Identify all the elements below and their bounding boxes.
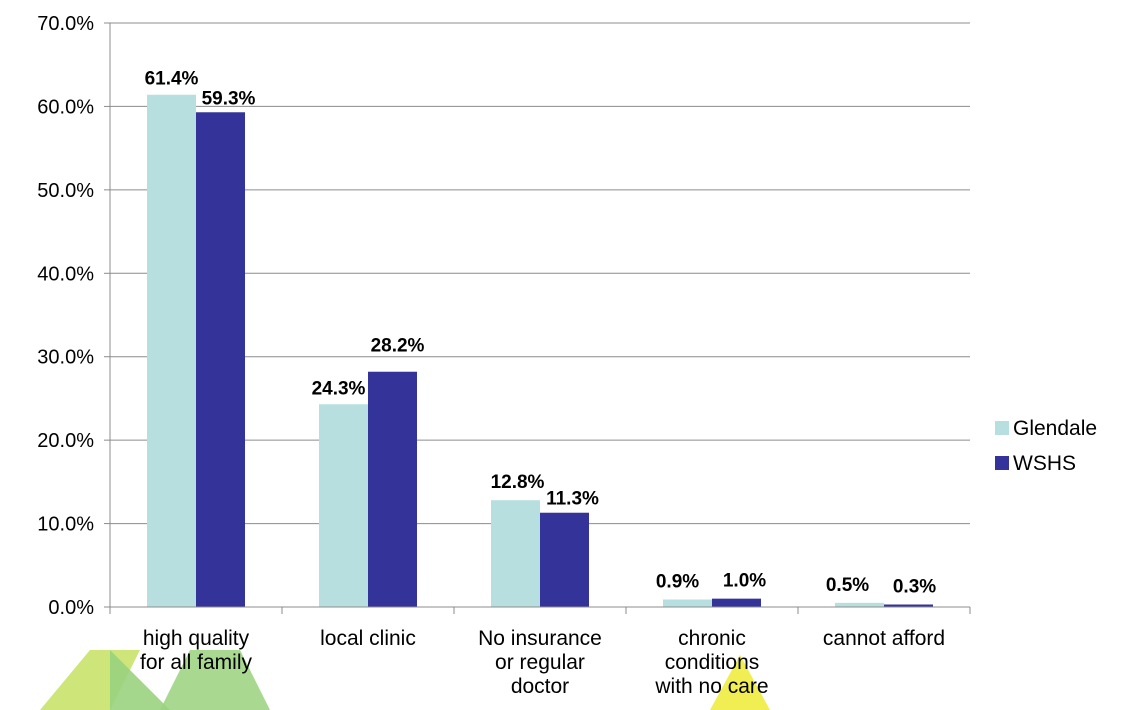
- bar-wshs: [712, 598, 761, 607]
- data-label: 59.3%: [202, 88, 256, 109]
- y-tick-label: 0.0%: [48, 597, 94, 619]
- bar-glendale: [319, 404, 368, 607]
- bar-wshs: [368, 371, 417, 607]
- y-tick-label: 30.0%: [37, 347, 94, 369]
- x-tick-label: local clinic: [320, 627, 416, 650]
- data-label: 11.3%: [546, 489, 599, 510]
- bar-glendale: [491, 500, 540, 607]
- data-label: 0.5%: [826, 575, 869, 596]
- x-axis: high quality for all family local clinic No…: [109, 606, 971, 698]
- y-tick-label: 10.0%: [37, 514, 94, 536]
- x-tick-label: chronic conditions with no care: [654, 627, 768, 698]
- bar-glendale: [147, 94, 196, 607]
- data-label: 0.9%: [656, 571, 699, 592]
- y-tick-label: 70.0%: [37, 13, 94, 35]
- x-tick-label: cannot afford: [823, 627, 945, 650]
- data-label: 12.8%: [491, 472, 545, 493]
- bars: [147, 94, 933, 608]
- y-axis: 0.0% 10.0% 20.0% 30.0% 40.0% 50.0% 60.0% 70.0%: [37, 13, 111, 619]
- legend: Glendale WSHS: [995, 417, 1097, 475]
- legend-label: Glendale: [1013, 417, 1097, 440]
- logo-shape: [110, 650, 170, 710]
- bar-glendale: [835, 602, 884, 607]
- data-label: 24.3%: [312, 378, 366, 399]
- logo-shape: [710, 655, 770, 710]
- logo-shape: [160, 650, 270, 710]
- y-tick-label: 40.0%: [37, 263, 94, 285]
- bar-wshs: [884, 604, 933, 607]
- legend-swatch: [995, 456, 1009, 470]
- x-tick-label: No insurance or regular doctor: [478, 627, 602, 698]
- data-label: 1.0%: [723, 571, 766, 592]
- data-labels: 61.4%59.3% 24.3%28.2% 12.8%11.3% 0.9% 1.0% 0.…: [145, 69, 937, 598]
- bar-glendale: [663, 599, 712, 607]
- bar-wshs: [196, 112, 245, 608]
- legend-label: WSHS: [1013, 452, 1076, 475]
- data-label: 61.4%: [145, 69, 199, 90]
- x-tick-label: high quality for all family: [140, 627, 253, 674]
- y-tick-label: 50.0%: [37, 180, 94, 202]
- y-tick-label: 20.0%: [37, 430, 94, 452]
- gridlines: [110, 22, 970, 525]
- y-tick-label: 60.0%: [37, 96, 94, 118]
- bar-wshs: [540, 512, 589, 607]
- logo-watermark: [40, 650, 770, 710]
- legend-swatch: [995, 421, 1009, 435]
- data-label: 28.2%: [371, 336, 425, 357]
- data-label: 0.3%: [893, 576, 936, 597]
